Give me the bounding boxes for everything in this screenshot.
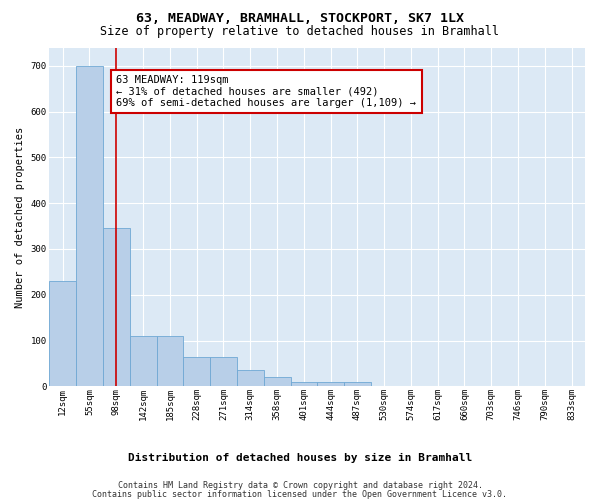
Text: 63 MEADWAY: 119sqm
← 31% of detached houses are smaller (492)
69% of semi-detach: 63 MEADWAY: 119sqm ← 31% of detached hou…: [116, 75, 416, 108]
Bar: [344, 382, 371, 386]
Bar: [76, 66, 103, 386]
Bar: [264, 377, 290, 386]
Text: 63, MEADWAY, BRAMHALL, STOCKPORT, SK7 1LX: 63, MEADWAY, BRAMHALL, STOCKPORT, SK7 1L…: [136, 12, 464, 26]
Bar: [236, 370, 264, 386]
Bar: [130, 336, 157, 386]
Text: Contains public sector information licensed under the Open Government Licence v3: Contains public sector information licen…: [92, 490, 508, 499]
Bar: [317, 382, 344, 386]
Text: Distribution of detached houses by size in Bramhall: Distribution of detached houses by size …: [128, 452, 472, 462]
Bar: [103, 228, 130, 386]
Bar: [290, 382, 317, 386]
Bar: [49, 281, 76, 386]
Bar: [210, 356, 236, 386]
Text: Contains HM Land Registry data © Crown copyright and database right 2024.: Contains HM Land Registry data © Crown c…: [118, 481, 482, 490]
Text: Size of property relative to detached houses in Bramhall: Size of property relative to detached ho…: [101, 25, 499, 38]
Bar: [184, 356, 210, 386]
Y-axis label: Number of detached properties: Number of detached properties: [15, 126, 25, 308]
Bar: [157, 336, 184, 386]
